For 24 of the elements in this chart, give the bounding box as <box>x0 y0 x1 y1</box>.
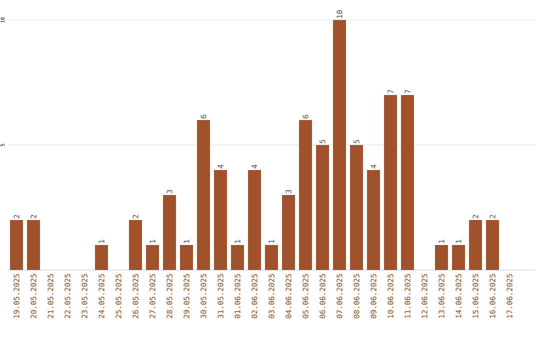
bar <box>469 220 482 270</box>
bar <box>333 20 346 270</box>
bar <box>350 145 364 270</box>
bar <box>367 170 380 270</box>
bar <box>214 170 227 270</box>
bar <box>231 245 244 270</box>
bar <box>10 220 23 270</box>
bar <box>316 145 330 270</box>
bar <box>486 220 500 270</box>
bar <box>163 195 176 270</box>
bar <box>95 245 108 270</box>
bar <box>197 120 210 270</box>
bar <box>299 120 312 270</box>
bar <box>265 245 278 270</box>
bar <box>435 245 448 270</box>
bar <box>180 245 194 270</box>
bar <box>146 245 159 270</box>
bar <box>248 170 262 270</box>
bar <box>129 220 142 270</box>
bar <box>282 195 296 270</box>
bar <box>401 94 414 270</box>
bar <box>27 220 40 270</box>
bar <box>384 94 398 270</box>
bar <box>452 245 466 270</box>
